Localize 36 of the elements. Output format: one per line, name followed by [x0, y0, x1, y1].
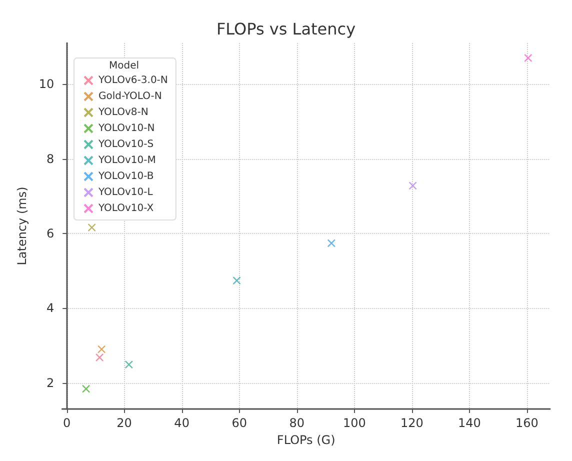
legend-title: Model: [109, 60, 140, 72]
x-tick-label: 60: [232, 416, 247, 430]
x-tick-label: 160: [516, 416, 538, 430]
y-axis-title: Latency (ms): [15, 186, 29, 266]
point: [88, 223, 96, 232]
legend-label: YOLOv10-X: [98, 203, 154, 214]
y-tick-label: 6: [46, 226, 54, 240]
x-axis-title: FLOPs (G): [276, 432, 336, 447]
point: [82, 384, 90, 393]
legend-label: YOLOv10-M: [98, 155, 156, 166]
legend-label: YOLOv8-N: [98, 107, 148, 118]
point: [232, 276, 241, 285]
y-tick-label: 4: [46, 301, 54, 316]
x-tick-label: 100: [342, 416, 366, 430]
legend-label: YOLOv10-B: [98, 171, 154, 182]
x-tick-label: 0: [62, 416, 71, 430]
x-tick-label: 20: [116, 416, 132, 430]
point: [124, 360, 133, 369]
legend-label: YOLOv10-L: [98, 187, 154, 198]
point: [327, 239, 336, 248]
point: [408, 182, 417, 190]
legend-label: Gold-YOLO-N: [98, 91, 162, 102]
point: [524, 54, 532, 62]
x-tick-label: 140: [458, 416, 481, 430]
x-tick-label: 120: [400, 416, 424, 430]
point: [97, 345, 106, 354]
x-tick-label: 40: [174, 416, 190, 430]
legend-label: YOLOv10-S: [98, 139, 154, 150]
y-tick-label: 8: [46, 152, 54, 166]
legend-label: YOLOv10-N: [98, 123, 155, 134]
point: [95, 353, 104, 362]
chart-title: FLOPs vs Latency: [216, 20, 356, 38]
y-tick-label: 10: [38, 77, 54, 92]
x-tick-label: 80: [289, 416, 305, 430]
y-tick-label: 2: [46, 376, 54, 390]
legend-label: YOLOv6-3.0-N: [98, 75, 168, 86]
